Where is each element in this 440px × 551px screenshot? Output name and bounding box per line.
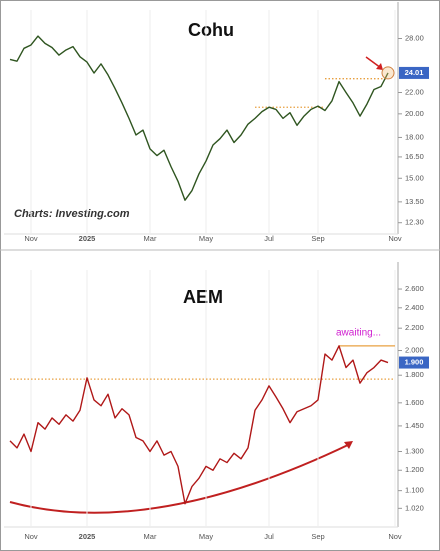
curved-arrow bbox=[9, 443, 351, 514]
x-tick-label: Mar bbox=[144, 532, 157, 541]
x-tick-label: Nov bbox=[24, 532, 38, 541]
y-tick-label: 1.450 bbox=[405, 421, 424, 430]
y-tick-label: 16.50 bbox=[405, 152, 424, 161]
y-tick-label: 13.50 bbox=[405, 197, 424, 206]
y-tick-label: 2.400 bbox=[405, 303, 424, 312]
x-tick-label: May bbox=[199, 532, 213, 541]
y-tick-label: 1.020 bbox=[405, 503, 424, 512]
y-tick-label: 12.30 bbox=[405, 218, 424, 227]
price-label: 24.01 bbox=[405, 68, 424, 77]
annotation: awaiting... bbox=[336, 328, 381, 339]
x-tick-label: Jul bbox=[264, 532, 274, 541]
x-tick-label: Sep bbox=[311, 234, 324, 243]
x-tick-label: Nov bbox=[24, 234, 38, 243]
y-tick-label: 18.00 bbox=[405, 132, 424, 141]
price-line bbox=[9, 35, 389, 201]
y-tick-label: 28.00 bbox=[405, 33, 424, 42]
y-tick-label: 1.800 bbox=[405, 370, 424, 379]
x-tick-label: 2025 bbox=[79, 532, 96, 541]
x-tick-label: Sep bbox=[311, 532, 324, 541]
price-badge bbox=[399, 356, 429, 369]
y-tick-label: 15.00 bbox=[405, 173, 424, 182]
y-tick-label: 20.00 bbox=[405, 109, 424, 118]
y-tick-label: 22.00 bbox=[405, 87, 424, 96]
price-label: 1.900 bbox=[405, 358, 424, 367]
price-badge bbox=[399, 66, 429, 79]
x-tick-label: Nov bbox=[388, 532, 402, 541]
price-line bbox=[9, 345, 389, 505]
source: Charts: Investing.com bbox=[14, 208, 130, 220]
y-tick-label: 1.600 bbox=[405, 398, 424, 407]
arrow-head bbox=[376, 63, 383, 70]
y-tick-label: 2.000 bbox=[405, 346, 424, 355]
x-tick-label: Jul bbox=[264, 234, 274, 243]
x-tick-label: Nov bbox=[388, 234, 402, 243]
y-tick-label: 1.100 bbox=[405, 486, 424, 495]
chart-title: Cohu bbox=[188, 20, 234, 40]
x-tick-label: May bbox=[199, 234, 213, 243]
y-tick-label: 2.200 bbox=[405, 323, 424, 332]
x-tick-label: 2025 bbox=[79, 234, 96, 243]
y-tick-label: 1.200 bbox=[405, 465, 424, 474]
highlight-circle bbox=[381, 66, 395, 80]
arrow-head bbox=[344, 441, 353, 449]
x-tick-label: Mar bbox=[144, 234, 157, 243]
y-tick-label: 2.600 bbox=[405, 284, 424, 293]
chart-title: AEM bbox=[183, 287, 223, 307]
y-tick-label: 1.300 bbox=[405, 446, 424, 455]
